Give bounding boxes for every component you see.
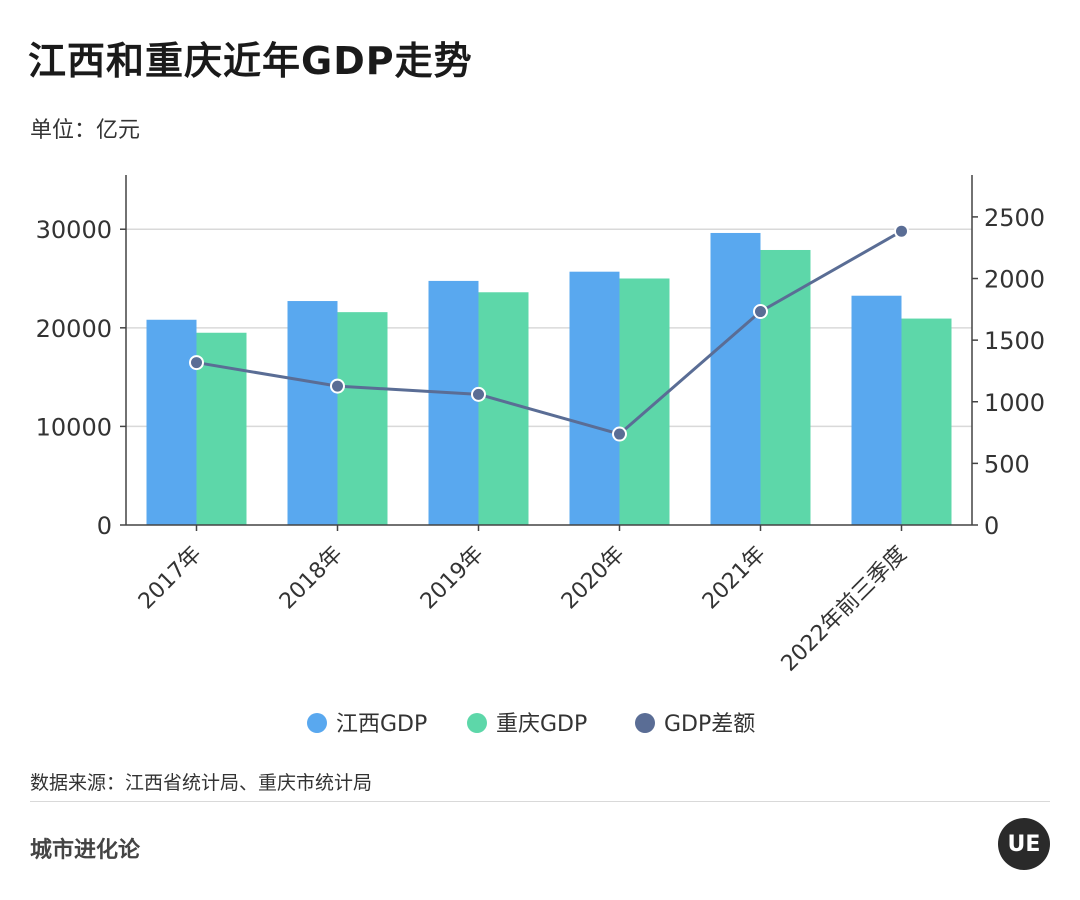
bar — [569, 271, 620, 525]
y-left-tick-label: 20000 — [36, 315, 112, 343]
bar — [337, 312, 388, 525]
x-tick-label: 2021年 — [698, 542, 771, 615]
brand-logo: UE — [998, 818, 1050, 870]
bar — [196, 332, 247, 525]
unit-label: 单位：亿元 — [30, 118, 141, 143]
bar — [760, 249, 811, 525]
legend-marker — [307, 713, 327, 733]
brand-name: 城市进化论 — [30, 838, 141, 863]
bar — [619, 278, 670, 525]
line-point — [753, 304, 768, 320]
bar — [146, 319, 197, 525]
page-title: 江西和重庆近年GDP走势 — [28, 39, 473, 83]
x-tick-label: 2020年 — [557, 542, 630, 615]
y-right-tick-label: 0 — [984, 512, 999, 540]
y-right-tick-label: 500 — [984, 450, 1030, 478]
y-left-tick-label: 30000 — [36, 216, 112, 244]
gdp-chart: 0 10000 20000 30000 0 500 1000 1500 2000 2500 2017… — [36, 175, 1045, 737]
legend-label: GDP差额 — [664, 712, 755, 737]
line-point — [894, 223, 909, 239]
y-left-tick-label: 10000 — [36, 413, 112, 441]
line-point — [330, 378, 345, 394]
x-tick-label: 2019年 — [416, 542, 489, 615]
x-tick-label: 2017年 — [134, 542, 207, 615]
x-tick-label: 2018年 — [275, 542, 348, 615]
line-point — [471, 386, 486, 402]
bar — [901, 318, 952, 525]
bar — [710, 232, 761, 525]
legend-marker — [467, 713, 487, 733]
data-source: 数据来源：江西省统计局、重庆市统计局 — [30, 772, 373, 794]
line-point — [189, 355, 204, 371]
line-point — [612, 426, 627, 442]
y-left-tick-label: 0 — [97, 512, 112, 540]
y-right-tick-label: 1500 — [984, 327, 1045, 355]
y-right-tick-label: 1000 — [984, 389, 1045, 417]
bar — [851, 295, 902, 525]
bar — [428, 280, 479, 525]
legend-label: 重庆GDP — [496, 712, 587, 737]
footer-divider — [30, 801, 1050, 802]
bar — [478, 292, 529, 525]
legend-marker — [635, 713, 655, 733]
y-right-tick-label: 2500 — [984, 204, 1045, 232]
bar — [287, 301, 338, 525]
legend-label: 江西GDP — [336, 712, 427, 737]
line-series — [196, 229, 903, 436]
x-tick-label: 2022年前三季度 — [777, 542, 912, 677]
y-right-tick-label: 2000 — [984, 266, 1045, 294]
